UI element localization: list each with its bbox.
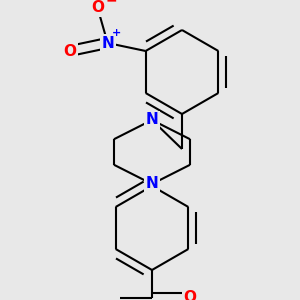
Text: N: N <box>146 112 158 128</box>
Text: −: − <box>106 0 117 7</box>
Text: +: + <box>112 28 121 38</box>
Text: O: O <box>184 290 196 300</box>
Text: N: N <box>101 35 114 50</box>
Text: O: O <box>91 1 104 16</box>
Text: N: N <box>146 176 158 191</box>
Text: O: O <box>63 44 76 59</box>
